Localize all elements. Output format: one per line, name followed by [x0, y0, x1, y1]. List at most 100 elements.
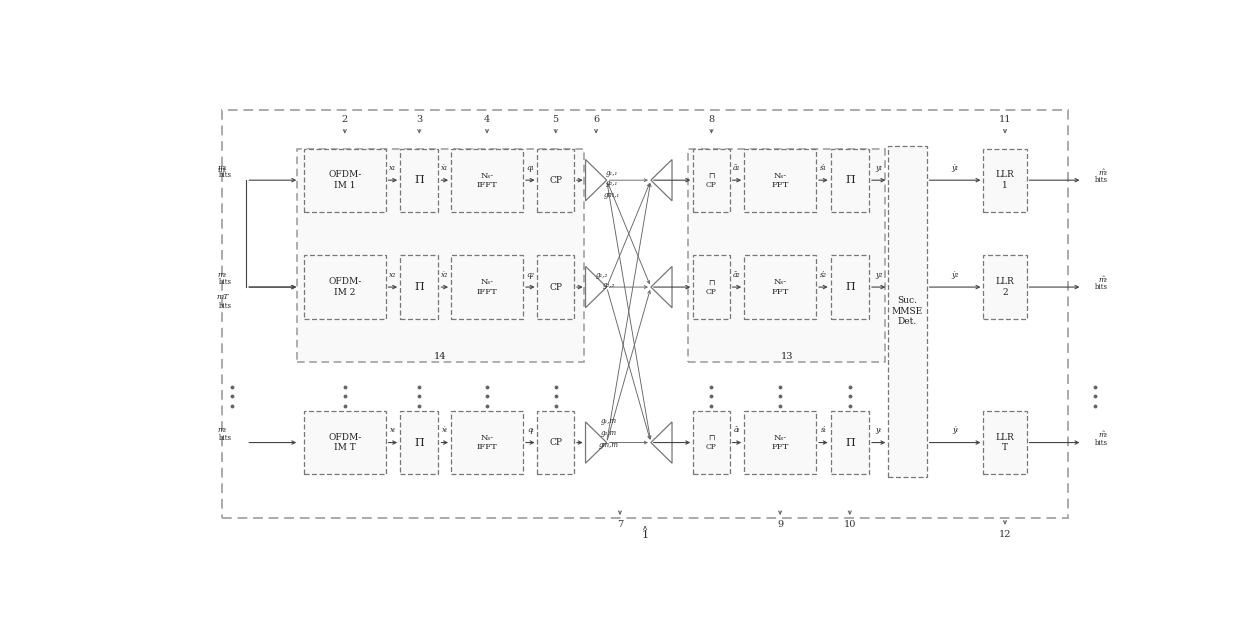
Text: 10: 10 [843, 521, 856, 529]
Text: ā₂: ā₂ [733, 271, 740, 279]
FancyBboxPatch shape [537, 256, 574, 319]
Text: g₂,₁: g₂,₁ [605, 179, 618, 187]
FancyBboxPatch shape [451, 411, 523, 474]
Text: m̂ₜ: m̂ₜ [1097, 276, 1107, 284]
Text: OFDM-
IM T: OFDM- IM T [329, 433, 361, 452]
Text: ẏₜ: ẏₜ [952, 427, 959, 434]
Text: bits: bits [218, 302, 232, 310]
FancyBboxPatch shape [688, 149, 885, 362]
Text: 12: 12 [998, 530, 1012, 539]
Text: m̂ₜ: m̂ₜ [1097, 431, 1107, 439]
Text: g₂,₂: g₂,₂ [603, 281, 615, 288]
Text: m̂ₜ: m̂ₜ [1097, 169, 1107, 177]
Text: bits: bits [1095, 283, 1109, 291]
Text: g₁,т: g₁,т [600, 416, 616, 425]
Text: Suc.
MMSE
Det.: Suc. MMSE Det. [892, 297, 923, 326]
FancyBboxPatch shape [401, 256, 439, 319]
FancyBboxPatch shape [983, 411, 1027, 474]
FancyBboxPatch shape [304, 411, 386, 474]
FancyBboxPatch shape [304, 149, 386, 212]
Text: Π: Π [844, 175, 854, 185]
Text: 13: 13 [781, 352, 794, 361]
Text: ⊓
CP: ⊓ CP [706, 172, 717, 189]
Text: śₜ: śₜ [821, 427, 826, 434]
Text: 9: 9 [777, 521, 784, 529]
Text: Π: Π [414, 282, 424, 292]
FancyBboxPatch shape [983, 149, 1027, 212]
Text: bits: bits [1095, 176, 1109, 184]
FancyBboxPatch shape [451, 149, 523, 212]
FancyBboxPatch shape [983, 256, 1027, 319]
Text: CP: CP [549, 283, 562, 292]
Text: g₁,₁: g₁,₁ [605, 169, 618, 177]
Text: Nₛ-
FFT: Nₛ- FFT [771, 278, 789, 296]
Text: ẏ₂: ẏ₂ [951, 271, 959, 279]
Text: q₁: q₁ [526, 164, 534, 172]
Text: y₂: y₂ [875, 271, 882, 279]
Text: OFDM-
IM 1: OFDM- IM 1 [329, 170, 361, 190]
Text: ā₁: ā₁ [733, 164, 740, 172]
FancyBboxPatch shape [744, 149, 816, 212]
Text: 2: 2 [342, 115, 348, 124]
Text: 8: 8 [708, 115, 714, 124]
Text: āₜ: āₜ [734, 427, 740, 434]
Text: CP: CP [549, 438, 562, 447]
Text: Π: Π [414, 437, 424, 447]
Text: g₁,₂: g₁,₂ [595, 271, 608, 279]
Text: 7: 7 [616, 521, 622, 529]
Text: yₜ: yₜ [875, 427, 882, 434]
Text: bits: bits [218, 433, 232, 442]
FancyBboxPatch shape [693, 149, 729, 212]
FancyBboxPatch shape [831, 411, 869, 474]
Text: bits: bits [218, 278, 232, 286]
Text: ⊓
CP: ⊓ CP [706, 278, 717, 296]
FancyBboxPatch shape [537, 149, 574, 212]
Text: gт,₁: gт,₁ [604, 191, 620, 199]
FancyBboxPatch shape [831, 256, 869, 319]
Text: 4: 4 [484, 115, 490, 124]
Text: mₜ: mₜ [218, 271, 227, 279]
Text: Nₛ-
IFFT: Nₛ- IFFT [476, 434, 497, 451]
FancyBboxPatch shape [693, 411, 729, 474]
Text: mT: mT [216, 293, 228, 301]
Text: bits: bits [1095, 439, 1109, 447]
Text: 1: 1 [641, 530, 649, 540]
Text: 6: 6 [593, 115, 599, 124]
Text: 5: 5 [553, 115, 559, 124]
Text: ẋ₁: ẋ₁ [441, 164, 449, 172]
Text: 3: 3 [417, 115, 423, 124]
Text: qₜ: qₜ [527, 427, 533, 434]
Text: 11: 11 [998, 115, 1012, 124]
Text: mₜ: mₜ [218, 164, 227, 172]
FancyBboxPatch shape [693, 256, 729, 319]
FancyBboxPatch shape [401, 149, 439, 212]
Text: OFDM-
IM 2: OFDM- IM 2 [329, 278, 361, 297]
Text: LLR
1: LLR 1 [996, 170, 1014, 190]
Text: Nₛ-
IFFT: Nₛ- IFFT [476, 278, 497, 296]
Text: bits: bits [218, 172, 232, 179]
Text: gт,т: gт,т [599, 441, 619, 449]
Text: 14: 14 [434, 352, 446, 361]
FancyBboxPatch shape [401, 411, 439, 474]
FancyBboxPatch shape [222, 110, 1068, 518]
Text: g₂,т: g₂,т [600, 429, 616, 437]
Text: q₂: q₂ [526, 271, 534, 279]
Text: Π: Π [844, 282, 854, 292]
Text: ⊓
CP: ⊓ CP [706, 434, 717, 451]
Text: Nₛ-
FFT: Nₛ- FFT [771, 172, 789, 189]
FancyBboxPatch shape [451, 256, 523, 319]
Text: ẋₜ: ẋₜ [441, 427, 448, 434]
Text: CP: CP [549, 175, 562, 185]
Text: Π: Π [844, 437, 854, 447]
Text: LLR
T: LLR T [996, 433, 1014, 452]
Text: Nₛ-
FFT: Nₛ- FFT [771, 434, 789, 451]
Text: ś₁: ś₁ [820, 164, 827, 172]
Text: ẏ₁: ẏ₁ [951, 164, 959, 172]
Text: x₂: x₂ [389, 271, 397, 279]
Text: Π: Π [414, 175, 424, 185]
FancyBboxPatch shape [888, 146, 926, 476]
Text: y₁: y₁ [875, 164, 882, 172]
Text: mₜ: mₜ [218, 167, 227, 174]
FancyBboxPatch shape [744, 411, 816, 474]
Text: ẋ₂: ẋ₂ [441, 271, 449, 279]
